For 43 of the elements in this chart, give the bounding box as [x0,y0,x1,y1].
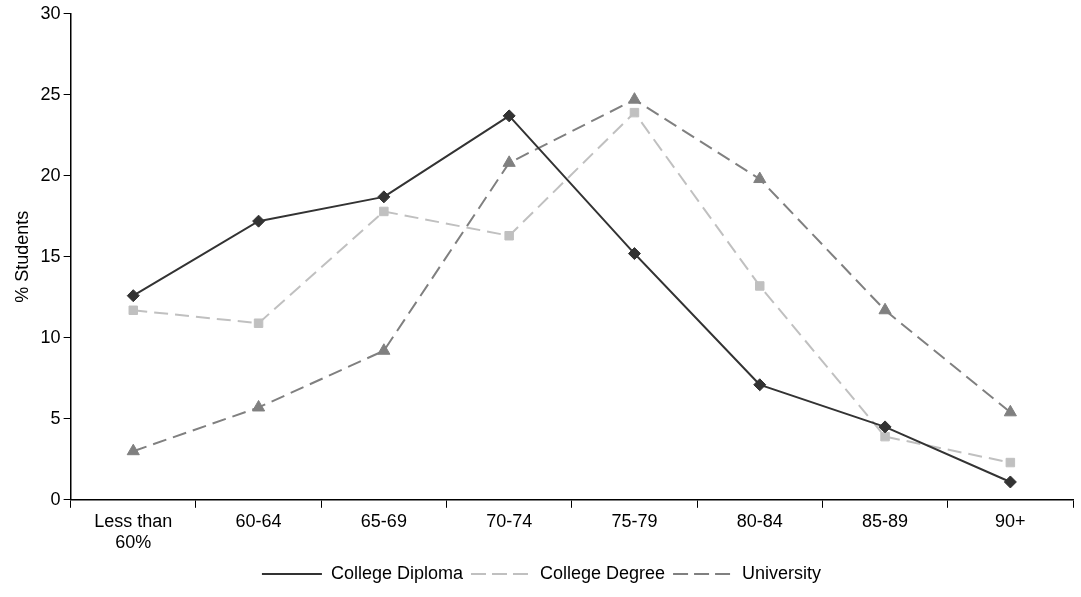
y-tick-label: 15 [40,245,61,266]
y-tick-label: 25 [40,83,61,104]
y-tick-label: 10 [40,326,61,347]
point [126,289,140,303]
y-tick-label: 20 [40,164,61,185]
point [878,302,892,315]
legend-label: College Diploma [330,562,464,583]
point [502,155,516,167]
y-tick-label: 0 [50,488,61,509]
point [627,247,641,261]
point [753,171,767,184]
point [252,214,266,228]
point [377,190,391,204]
x-tick-label: Less than 60% [94,510,173,553]
point [880,431,890,442]
point [1003,404,1017,417]
point [253,318,264,328]
x-tick-label: 65-69 [360,510,407,531]
legend-label: College Degree [539,562,666,583]
point [379,206,389,217]
y-tick-label: 30 [40,2,61,23]
legend-label: University [742,562,822,583]
point [627,92,642,104]
point [377,343,391,355]
point [252,399,266,412]
point [502,109,516,123]
y-axis-title: % Students [11,210,32,303]
x-tick-label: 60-64 [235,510,282,531]
point [1005,457,1016,468]
x-tick-label: 70-74 [486,510,533,531]
point [755,281,765,291]
point [878,420,892,434]
x-tick-label: 90+ [995,510,1026,531]
point [629,107,640,118]
x-tick-label: 80-84 [736,510,783,531]
point [126,443,140,456]
point [128,305,139,315]
point [753,378,767,392]
point [1003,475,1017,489]
x-tick-label: 75-79 [611,510,658,531]
point [504,231,514,241]
x-tick-label: 85-89 [862,510,909,531]
y-tick-label: 5 [50,407,61,428]
